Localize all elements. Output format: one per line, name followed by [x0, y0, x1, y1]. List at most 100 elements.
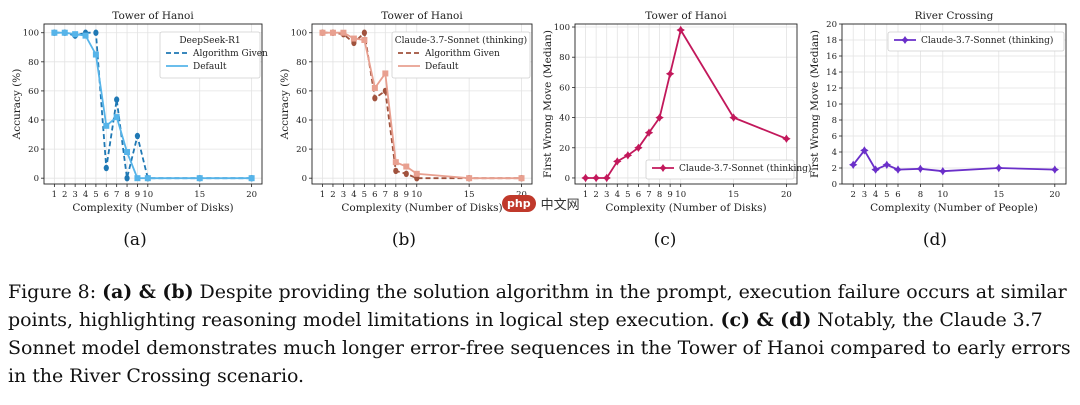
- x-tick-label: 3: [604, 190, 609, 200]
- caption-part2: Despite providing the solution algorithm…: [8, 281, 1067, 331]
- x-tick-label: 7: [383, 190, 388, 200]
- x-tick-label: 4: [351, 190, 356, 200]
- data-point: [51, 29, 58, 36]
- y-tick-label: 2: [832, 164, 837, 174]
- data-point-star: [665, 69, 675, 78]
- data-point: [72, 31, 79, 38]
- watermark-text: 中文网: [538, 193, 582, 213]
- x-tick-label: 5: [362, 190, 367, 200]
- data-point-star: [938, 167, 947, 176]
- x-tick-label: 7: [114, 190, 119, 200]
- data-point: [518, 175, 525, 182]
- data-point: [114, 96, 120, 103]
- data-point-star: [602, 173, 611, 183]
- legend-box: [391, 31, 531, 79]
- caption-bold-cd: (c) & (d): [720, 309, 812, 331]
- sublabel-d: (d): [922, 230, 948, 250]
- x-tick-label: 3: [862, 190, 867, 200]
- plot-frame: [43, 23, 263, 185]
- y-tick-label: 6: [832, 132, 837, 142]
- y-axis-label: Accuracy (%): [11, 69, 23, 141]
- data-point: [413, 170, 420, 177]
- data-point-star: [591, 173, 601, 183]
- data-point: [329, 29, 336, 36]
- data-point: [103, 122, 110, 129]
- data-point-star: [916, 164, 925, 173]
- site-watermark: php 中文网: [502, 193, 582, 213]
- chart-title: Tower of Hanoi: [381, 10, 463, 22]
- data-point: [403, 163, 410, 170]
- data-point: [61, 29, 68, 36]
- y-tick-label: 40: [296, 116, 307, 126]
- y-tick-label: 18: [826, 36, 837, 46]
- y-tick-label: 80: [28, 58, 39, 68]
- y-tick-label: 0: [565, 174, 570, 184]
- x-axis-label: Complexity (Number of Disks): [605, 202, 766, 214]
- x-tick-label: 20: [1049, 190, 1060, 200]
- x-tick-label: 8: [124, 190, 129, 200]
- y-tick-label: 80: [296, 58, 307, 68]
- data-point: [144, 175, 151, 182]
- data-point: [319, 29, 326, 36]
- data-point: [134, 132, 141, 140]
- x-tick-label: 5: [625, 190, 630, 200]
- legend: Claude-3.7-Sonnet (thinking): [887, 31, 1065, 52]
- y-tick-label: 0: [302, 174, 307, 184]
- y-tick-label: 40: [559, 114, 570, 124]
- data-point-star: [893, 165, 903, 174]
- x-tick-label: 15: [464, 190, 475, 200]
- x-tick-label: 10: [675, 190, 686, 200]
- legend: Claude-3.7-Sonnet (thinking): [645, 159, 811, 180]
- x-axis-label: Complexity (Number of People): [870, 202, 1038, 214]
- data-point: [124, 149, 131, 155]
- x-axis-label: Complexity (Number of Disks): [72, 202, 233, 214]
- y-tick-label: 60: [296, 87, 307, 97]
- chart-title: Tower of Hanoi: [112, 10, 194, 22]
- caption-bold-ab: (a) & (b): [102, 281, 194, 303]
- data-point: [134, 175, 141, 182]
- x-tick-label: 9: [667, 190, 672, 200]
- watermark-logo: php: [502, 194, 536, 212]
- legend-title: Claude-3.7-Sonnet (thinking): [395, 35, 527, 46]
- x-tick-label: 10: [142, 190, 153, 200]
- legend-label: Algorithm Given: [424, 49, 500, 59]
- sublabel-b: (b): [391, 230, 417, 250]
- data-point: [113, 114, 120, 121]
- x-axis-label: Complexity (Number of Disks): [341, 202, 502, 214]
- data-point-star: [782, 134, 791, 143]
- data-point-star: [882, 160, 891, 169]
- legend-box: [645, 159, 795, 180]
- x-tick-label: 4: [83, 190, 88, 200]
- chart-c: 1 2 3 4 5 6 7 8 9 10 15 20 0 20 40 60 80 100 Tower of Hano…: [542, 10, 811, 214]
- x-tick-label: 6: [372, 190, 377, 200]
- x-tick-label: 1: [52, 190, 57, 200]
- x-tick-label: 15: [194, 190, 205, 200]
- legend-label: Default: [425, 62, 459, 72]
- data-point-star: [1050, 165, 1059, 174]
- x-tick-label: 7: [646, 190, 651, 200]
- data-point: [361, 37, 368, 43]
- y-tick-label: 40: [28, 116, 39, 126]
- legend-label: Algorithm Given: [192, 49, 268, 59]
- legend-box: [887, 31, 1065, 52]
- data-point: [466, 175, 473, 182]
- y-tick-label: 80: [559, 53, 570, 63]
- x-tick-label: 5: [93, 190, 98, 200]
- y-tick-label: 8: [832, 116, 837, 126]
- x-tick-label: 3: [341, 190, 346, 200]
- x-tick-label: 9: [135, 190, 140, 200]
- data-point-star: [849, 160, 858, 169]
- legend-marker: [901, 36, 909, 44]
- y-tick-label: 20: [296, 145, 307, 155]
- data-point-star: [676, 25, 685, 35]
- x-tick-label: 2: [330, 190, 335, 200]
- y-tick-label: 20: [559, 144, 570, 154]
- x-tick-label: 8: [657, 190, 662, 200]
- data-point-star: [581, 173, 590, 183]
- data-point-star: [623, 151, 633, 160]
- x-tick-label: 6: [104, 190, 109, 200]
- plot-frame: [311, 23, 533, 185]
- x-tick-label: 20: [246, 190, 257, 200]
